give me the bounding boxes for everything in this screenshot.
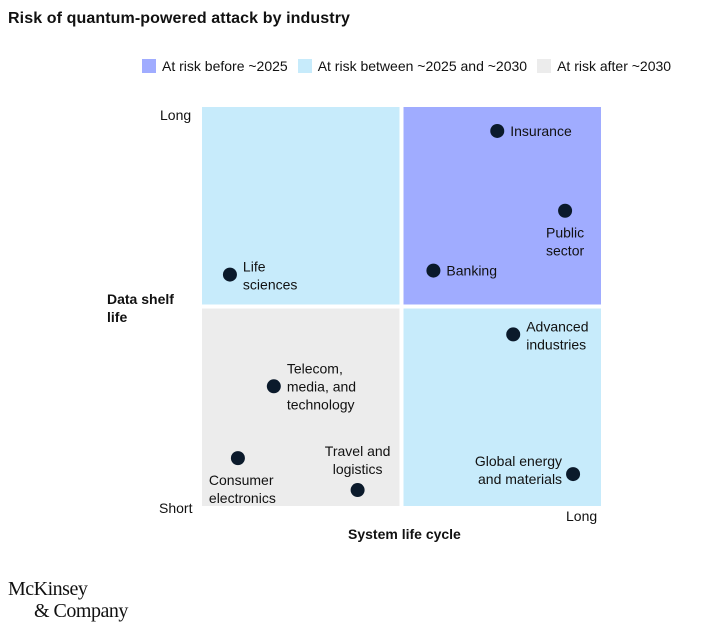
- logo-line-1: McKinsey: [8, 578, 88, 600]
- y-tick-low: Short: [159, 500, 193, 516]
- legend-swatch: [297, 59, 312, 73]
- point-label-advanced-industries: Advanced industries: [526, 318, 588, 352]
- legend-item-before-2025: At risk before ~2025: [142, 58, 288, 74]
- point-global-energy-and-materials: [566, 467, 581, 482]
- point-label-consumer-electronics: Consumer electronics: [209, 472, 276, 506]
- legend: At risk before ~2025 At risk between ~20…: [142, 58, 681, 74]
- mckinsey-logo: McKinsey & Company: [8, 578, 128, 622]
- legend-swatch: [537, 59, 552, 73]
- point-public-sector: [558, 203, 573, 218]
- point-label-global-energy-and-materials: Global energy and materials: [475, 453, 562, 487]
- legend-item-after-2030: At risk after ~2030: [537, 58, 671, 74]
- point-label-banking: Banking: [446, 263, 497, 279]
- y-axis-label: Data shelf life: [107, 291, 174, 325]
- legend-label: At risk between ~2025 and ~2030: [317, 58, 528, 74]
- point-advanced-industries: [506, 327, 521, 342]
- point-life-sciences: [222, 267, 237, 282]
- legend-item-2025-2030: At risk between ~2025 and ~2030: [297, 58, 528, 74]
- point-insurance: [490, 123, 505, 138]
- point-label-telecom-media-and-technology: Telecom, media, and technology: [287, 360, 356, 412]
- point-travel-and-logistics: [350, 483, 365, 498]
- point-label-insurance: Insurance: [510, 123, 572, 139]
- point-banking: [426, 263, 441, 278]
- logo-line-2: & Company: [34, 600, 128, 622]
- legend-label: At risk after ~2030: [557, 58, 672, 74]
- quadrant-bottom-left: [202, 308, 400, 506]
- y-tick-high: Long: [160, 107, 192, 123]
- x-tick-high: Long: [566, 508, 598, 524]
- legend-label: At risk before ~2025: [162, 58, 288, 74]
- point-label-life-sciences: Life sciences: [243, 259, 297, 293]
- point-telecom-media-and-technology: [266, 379, 281, 394]
- chart-title: Risk of quantum-powered attack by indust…: [8, 10, 351, 27]
- point-label-travel-and-logistics: Travel and logistics: [325, 443, 391, 477]
- point-consumer-electronics: [230, 451, 245, 466]
- x-axis-label: System life cycle: [348, 526, 461, 542]
- point-label-public-sector: Public sector: [546, 225, 584, 259]
- legend-swatch: [142, 59, 156, 73]
